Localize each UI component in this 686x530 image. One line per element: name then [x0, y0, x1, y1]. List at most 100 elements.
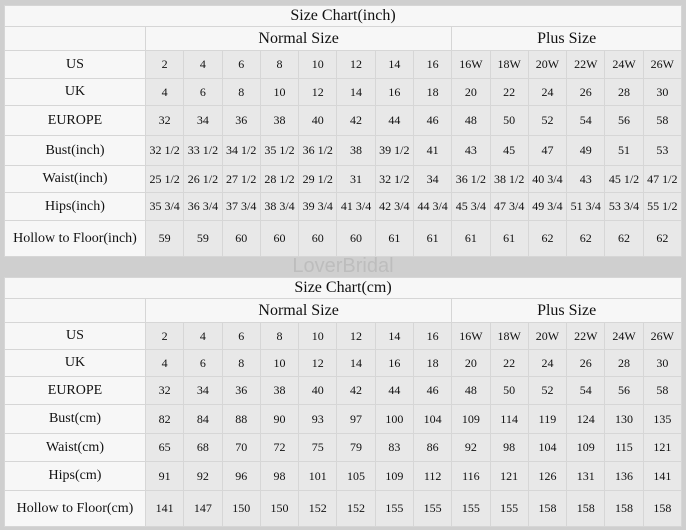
- size-cell: 36 1/2: [451, 165, 491, 193]
- size-cell: 158: [566, 490, 606, 527]
- size-cell: 10: [259, 78, 300, 106]
- size-cell: 109: [451, 404, 491, 434]
- table-row: UK 4 6 8 10 12 14 16 18 20 22 24 26 28 30: [4, 349, 683, 377]
- size-cell: 14: [336, 78, 376, 106]
- size-cell: 10: [259, 349, 300, 377]
- chart-title: Size Chart(inch): [4, 5, 682, 27]
- size-cell: 59: [183, 220, 223, 257]
- size-cell: 35 1/2: [259, 135, 300, 166]
- size-cell: 30: [642, 349, 683, 377]
- size-cell: 6: [221, 50, 261, 79]
- size-cell: 53: [642, 135, 683, 166]
- size-cell: 10: [298, 50, 338, 79]
- table-row: US 2 4 6 8 10 12 14 16 16W 18W 20W 22W 24W 26W: [4, 50, 683, 79]
- size-cell: 62: [604, 220, 644, 257]
- table-row: Hips(cm) 91 92 96 98 101 105 109 112 116 121 126 131…: [4, 461, 683, 491]
- size-cell: 6: [183, 349, 223, 377]
- table-row: Waist(inch) 25 1/2 26 1/2 27 1/2 28 1/2 29 1/…: [4, 165, 683, 193]
- size-cell: 41 3/4: [336, 192, 376, 221]
- size-cell: 104: [527, 433, 568, 462]
- size-cell: 62: [642, 220, 683, 257]
- row-label: Bust(inch): [4, 135, 146, 166]
- table-row: Hips(inch) 35 3/4 36 3/4 37 3/4 38 3/4 39 3/4…: [4, 192, 683, 221]
- size-cell: 24W: [604, 322, 644, 350]
- size-cell: 158: [527, 490, 568, 527]
- plus-size-header: Plus Size: [451, 298, 682, 323]
- size-cell: 155: [489, 490, 529, 527]
- size-cell: 29 1/2: [298, 165, 338, 193]
- size-cell: 52: [527, 105, 568, 136]
- size-cell: 48: [451, 376, 491, 405]
- size-cell: 37 3/4: [221, 192, 261, 221]
- size-cell: 44 3/4: [412, 192, 453, 221]
- size-cell: 101: [298, 461, 338, 491]
- size-cell: 75: [298, 433, 338, 462]
- size-cell: 20W: [527, 322, 568, 350]
- size-cell: 119: [527, 404, 568, 434]
- row-label: Hollow to Floor(inch): [4, 220, 146, 257]
- size-cell: 35 3/4: [144, 192, 185, 221]
- watermark: LoverBridal: [292, 255, 394, 277]
- size-chart-inch: Size Chart(inch) Normal Size Plus Size US 2 4…: [4, 5, 683, 257]
- normal-size-header: Normal Size: [144, 26, 453, 51]
- row-label: US: [4, 50, 146, 79]
- size-cell: 114: [489, 404, 529, 434]
- size-cell: 41: [412, 135, 453, 166]
- size-cell: 56: [604, 376, 644, 405]
- plus-size-header: Plus Size: [451, 26, 682, 51]
- size-cell: 135: [642, 404, 683, 434]
- size-cell: 43: [566, 165, 606, 193]
- size-cell: 61: [489, 220, 529, 257]
- size-cell: 130: [604, 404, 644, 434]
- size-cell: 98: [489, 433, 529, 462]
- size-cell: 86: [412, 433, 453, 462]
- row-label: UK: [4, 78, 146, 106]
- size-cell: 8: [221, 349, 261, 377]
- size-cell: 147: [183, 490, 223, 527]
- size-cell: 36 3/4: [183, 192, 223, 221]
- size-cell: 42 3/4: [374, 192, 414, 221]
- size-cell: 126: [527, 461, 568, 491]
- size-cell: 97: [336, 404, 376, 434]
- size-cell: 4: [144, 349, 185, 377]
- size-cell: 60: [298, 220, 338, 257]
- size-cell: 27 1/2: [221, 165, 261, 193]
- size-cell: 22: [489, 349, 529, 377]
- size-cell: 18: [412, 78, 453, 106]
- size-cell: 56: [604, 105, 644, 136]
- size-cell: 158: [642, 490, 683, 527]
- size-cell: 4: [144, 78, 185, 106]
- size-cell: 36: [221, 105, 261, 136]
- size-cell: 50: [489, 376, 529, 405]
- size-cell: 8: [259, 50, 300, 79]
- size-cell: 2: [144, 50, 185, 79]
- size-cell: 22W: [566, 322, 606, 350]
- size-cell: 6: [183, 78, 223, 106]
- size-cell: 104: [412, 404, 453, 434]
- size-cell: 33 1/2: [183, 135, 223, 166]
- size-cell: 46: [412, 376, 453, 405]
- size-cell: 152: [336, 490, 376, 527]
- size-cell: 68: [183, 433, 223, 462]
- size-cell: 34: [183, 376, 223, 405]
- size-cell: 16: [412, 50, 453, 79]
- size-cell: 28 1/2: [259, 165, 300, 193]
- size-cell: 58: [642, 376, 683, 405]
- size-cell: 24W: [604, 50, 644, 79]
- size-cell: 16W: [451, 50, 491, 79]
- size-cell: 84: [183, 404, 223, 434]
- table-row: UK 4 6 8 10 12 14 16 18 20 22 24 26 28 30: [4, 78, 683, 106]
- row-label: US: [4, 322, 146, 350]
- size-cell: 31: [336, 165, 376, 193]
- size-cell: 92: [183, 461, 223, 491]
- size-cell: 45 3/4: [451, 192, 491, 221]
- size-cell: 152: [298, 490, 338, 527]
- size-cell: 83: [374, 433, 414, 462]
- size-cell: 82: [144, 404, 185, 434]
- size-cell: 45 1/2: [604, 165, 644, 193]
- size-cell: 42: [336, 105, 376, 136]
- size-cell: 32 1/2: [374, 165, 414, 193]
- size-cell: 45: [489, 135, 529, 166]
- size-cell: 43: [451, 135, 491, 166]
- row-label: Waist(cm): [4, 433, 146, 462]
